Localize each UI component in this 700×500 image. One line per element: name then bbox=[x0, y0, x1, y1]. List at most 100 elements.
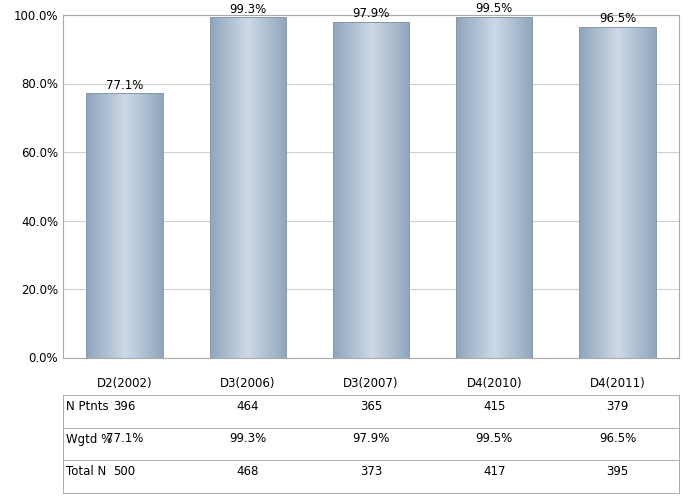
Bar bbox=[114, 94, 116, 358]
Bar bbox=[639, 27, 640, 357]
Bar bbox=[407, 22, 408, 357]
Bar bbox=[125, 94, 126, 358]
Text: 500: 500 bbox=[113, 465, 136, 478]
Bar bbox=[150, 94, 151, 358]
Bar bbox=[265, 18, 266, 357]
Text: 99.5%: 99.5% bbox=[475, 432, 513, 446]
Bar bbox=[343, 22, 344, 357]
Bar bbox=[647, 27, 648, 357]
Bar bbox=[332, 22, 334, 357]
Bar bbox=[223, 18, 224, 357]
Bar bbox=[603, 27, 605, 357]
Bar bbox=[111, 94, 112, 358]
Bar bbox=[395, 22, 397, 357]
Text: 97.9%: 97.9% bbox=[352, 8, 390, 20]
Bar bbox=[358, 22, 360, 357]
Bar bbox=[596, 27, 597, 357]
Bar bbox=[356, 22, 357, 357]
Bar bbox=[390, 22, 391, 357]
Bar bbox=[617, 27, 619, 357]
Bar bbox=[489, 16, 491, 357]
Bar bbox=[95, 94, 97, 358]
Bar bbox=[633, 27, 634, 357]
Bar bbox=[471, 16, 472, 357]
Bar bbox=[209, 18, 286, 357]
Bar bbox=[624, 27, 625, 357]
Bar bbox=[221, 18, 223, 357]
Bar bbox=[525, 16, 526, 357]
Bar bbox=[116, 94, 117, 358]
Bar bbox=[384, 22, 385, 357]
Bar bbox=[346, 22, 348, 357]
Bar bbox=[216, 18, 218, 357]
Bar bbox=[484, 16, 485, 357]
Bar bbox=[346, 22, 347, 357]
Bar bbox=[102, 94, 103, 358]
Bar bbox=[396, 22, 398, 357]
Bar bbox=[376, 22, 377, 357]
Bar bbox=[103, 94, 104, 358]
Bar bbox=[243, 18, 244, 357]
Bar bbox=[622, 27, 624, 357]
Bar bbox=[337, 22, 338, 357]
Bar bbox=[120, 94, 121, 358]
Bar bbox=[262, 18, 263, 357]
Bar bbox=[457, 16, 458, 357]
Bar bbox=[600, 27, 601, 357]
Text: 99.3%: 99.3% bbox=[229, 432, 267, 446]
Bar bbox=[614, 27, 615, 357]
Text: 96.5%: 96.5% bbox=[598, 432, 636, 446]
Bar bbox=[244, 18, 246, 357]
Bar bbox=[139, 94, 140, 358]
Bar bbox=[474, 16, 475, 357]
Bar bbox=[140, 94, 141, 358]
Bar bbox=[272, 18, 274, 357]
Bar bbox=[521, 16, 522, 357]
Bar bbox=[340, 22, 342, 357]
Bar bbox=[500, 16, 502, 357]
Bar bbox=[516, 16, 517, 357]
Bar bbox=[271, 18, 272, 357]
Bar bbox=[281, 18, 282, 357]
Bar bbox=[360, 22, 361, 357]
Text: 417: 417 bbox=[483, 465, 505, 478]
Bar bbox=[142, 94, 144, 358]
Bar bbox=[248, 18, 249, 357]
Bar bbox=[589, 27, 591, 357]
Text: 99.3%: 99.3% bbox=[229, 2, 267, 16]
Bar bbox=[517, 16, 519, 357]
Bar bbox=[475, 16, 477, 357]
Bar bbox=[160, 94, 162, 358]
Bar bbox=[249, 18, 251, 357]
Bar bbox=[620, 27, 622, 357]
Bar bbox=[122, 94, 123, 358]
Bar bbox=[153, 94, 154, 358]
Text: 379: 379 bbox=[606, 400, 629, 413]
Bar bbox=[130, 94, 131, 358]
Bar bbox=[212, 18, 214, 357]
Bar bbox=[270, 18, 271, 357]
Bar bbox=[127, 94, 129, 358]
Bar bbox=[368, 22, 370, 357]
Bar bbox=[159, 94, 160, 358]
Bar bbox=[126, 94, 127, 358]
Bar bbox=[148, 94, 149, 358]
Bar bbox=[644, 27, 645, 357]
Bar bbox=[226, 18, 228, 357]
Bar bbox=[279, 18, 281, 357]
Bar bbox=[98, 94, 99, 358]
Bar bbox=[240, 18, 241, 357]
Bar bbox=[522, 16, 524, 357]
Bar bbox=[220, 18, 221, 357]
Bar bbox=[485, 16, 486, 357]
Bar bbox=[469, 16, 470, 357]
Bar bbox=[594, 27, 596, 357]
Bar bbox=[612, 27, 614, 357]
Bar bbox=[146, 94, 148, 358]
Bar bbox=[211, 18, 212, 357]
Bar bbox=[398, 22, 399, 357]
Bar bbox=[605, 27, 606, 357]
Bar bbox=[405, 22, 407, 357]
Bar bbox=[615, 27, 616, 357]
Text: D4(2010): D4(2010) bbox=[466, 378, 522, 390]
